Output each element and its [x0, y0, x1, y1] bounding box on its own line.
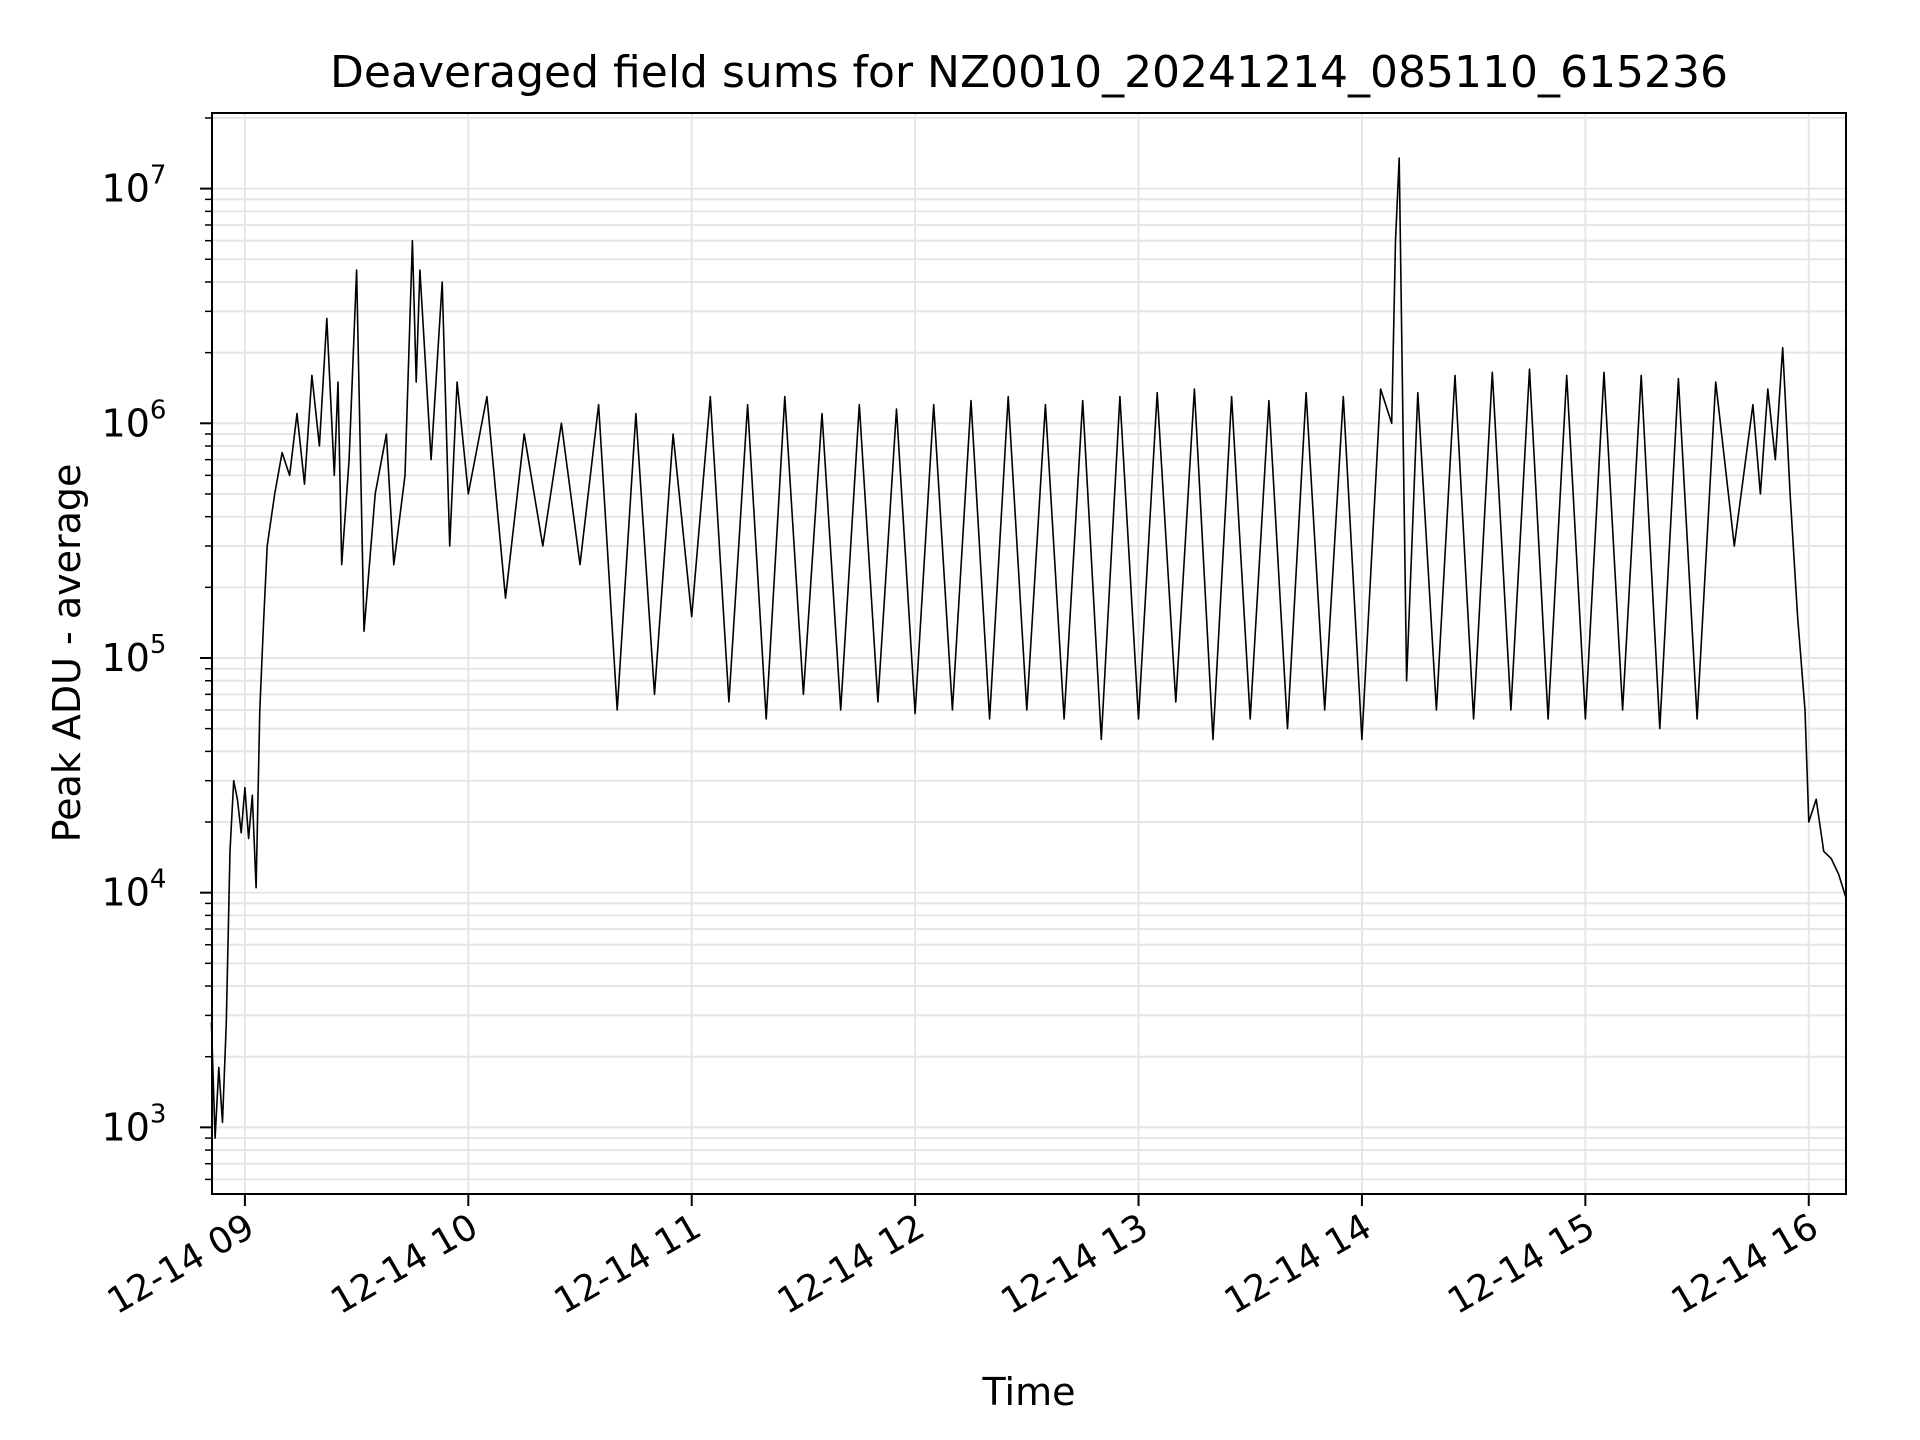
- x-tick-label: 12-14 15: [1441, 1206, 1602, 1322]
- y-axis-label: Peak ADU - average: [45, 464, 89, 843]
- x-axis-label: Time: [982, 1370, 1076, 1414]
- x-tick-label: 12-14 16: [1665, 1206, 1826, 1322]
- y-tick-label: 105: [102, 630, 167, 680]
- x-tick-label: 12-14 13: [994, 1206, 1155, 1322]
- y-tick-label: 104: [102, 865, 167, 915]
- x-tick-label: 12-14 12: [771, 1206, 932, 1322]
- data-line-layer: [210, 157, 1847, 1139]
- grid: [212, 113, 1846, 1194]
- x-tick-label: 12-14 14: [1218, 1206, 1379, 1322]
- plot-frame: [211, 112, 1847, 1195]
- y-tick-label: 106: [102, 395, 167, 445]
- y-axis-ticks: 103 104 105 106 107: [102, 117, 212, 1181]
- y-tick-label: 107: [102, 161, 167, 211]
- x-tick-label: 12-14 11: [548, 1206, 709, 1322]
- data-series-line: [210, 157, 1847, 1139]
- x-tick-label: 12-14 09: [101, 1206, 262, 1322]
- x-tick-label: 12-14 10: [324, 1206, 485, 1322]
- x-axis-ticks: 12-14 09 12-14 10 12-14 11 12-14 12 12-14 13…: [101, 1194, 1826, 1323]
- y-tick-label: 103: [102, 1099, 167, 1149]
- chart-title: Deaveraged field sums for NZ0010_2024121…: [330, 47, 1728, 98]
